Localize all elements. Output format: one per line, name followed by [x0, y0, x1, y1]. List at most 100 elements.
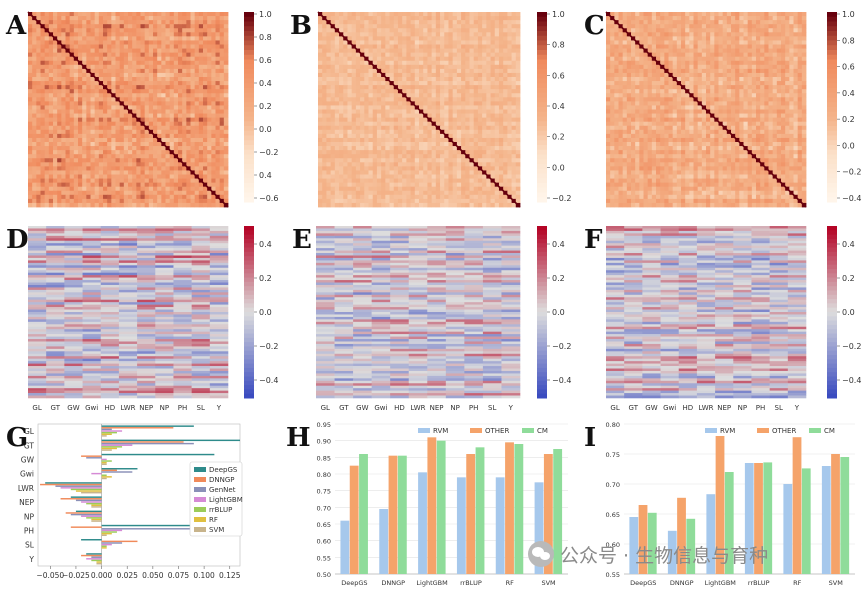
- heatmap-cell: [32, 199, 37, 203]
- heatmap-cell: [124, 97, 129, 101]
- heatmap-cell: [103, 150, 108, 154]
- heatmap-cell: [132, 150, 137, 154]
- heatmap-cell: [53, 195, 58, 199]
- heatmap-cell: [74, 114, 79, 118]
- heatmap-cell: [406, 114, 411, 118]
- heatmap-cell: [49, 81, 54, 85]
- heatmap-cell: [203, 24, 208, 28]
- heatmap-cell: [107, 16, 112, 20]
- heatmap-cell: [53, 24, 58, 28]
- heatmap-cell: [773, 28, 778, 32]
- heatmap-cell: [331, 203, 336, 207]
- heatmap-cell: [36, 130, 41, 134]
- heatmap-cell: [153, 49, 158, 53]
- heatmap-cell: [141, 45, 146, 49]
- heatmap-cell: [681, 32, 686, 36]
- heatmap-cell: [491, 97, 496, 101]
- heatmap-cell: [82, 101, 87, 105]
- heatmap-cell: [136, 150, 141, 154]
- heatmap-cell: [318, 150, 323, 154]
- heatmap-cell: [448, 65, 453, 69]
- colorbar-segment: [537, 12, 547, 17]
- heatmap-cell: [419, 134, 424, 138]
- heatmap-cell: [153, 126, 158, 130]
- heatmap-cell: [364, 105, 369, 109]
- heatmap-cell: [364, 28, 369, 32]
- heatmap-cell: [57, 138, 62, 142]
- heatmap-cell: [512, 81, 517, 85]
- heatmap-cell: [195, 49, 200, 53]
- heatmap-cell: [398, 126, 403, 130]
- heatmap-cell: [423, 105, 428, 109]
- colorbar-segment: [537, 60, 547, 65]
- colorbar-segment: [537, 183, 547, 188]
- heatmap-cell: [61, 61, 66, 65]
- heatmap-cell: [398, 175, 403, 179]
- heatmap-cell: [385, 16, 390, 20]
- heatmap-cell: [145, 77, 150, 81]
- heatmap-cell: [153, 24, 158, 28]
- heatmap-cell: [116, 20, 121, 24]
- heatmap-cell: [486, 36, 491, 40]
- heatmap-cell: [432, 110, 437, 114]
- heatmap-cell: [91, 85, 96, 89]
- heatmap-cell: [103, 154, 108, 158]
- heatmap-cell: [149, 114, 154, 118]
- heatmap-cell: [107, 110, 112, 114]
- heatmap-cell: [91, 166, 96, 170]
- heatmap-cell: [331, 166, 336, 170]
- heatmap-cell: [41, 114, 46, 118]
- heatmap-cell: [41, 85, 46, 89]
- heatmap-cell: [478, 199, 483, 203]
- heatmap-cell: [495, 158, 500, 162]
- heatmap-cell: [491, 154, 496, 158]
- heatmap-cell: [199, 36, 204, 40]
- heatmap-cell: [411, 118, 416, 122]
- heatmap-cell: [182, 195, 187, 199]
- heatmap-cell: [415, 53, 420, 57]
- heatmap-cell: [99, 49, 104, 53]
- heatmap-cell: [436, 191, 441, 195]
- heatmap-cell: [499, 154, 504, 158]
- heatmap-cell: [326, 53, 331, 57]
- heatmap-cell: [170, 134, 175, 138]
- heatmap-cell: [356, 142, 361, 146]
- heatmap-cell: [66, 61, 71, 65]
- heatmap-cell: [41, 179, 46, 183]
- heatmap-cell: [78, 142, 83, 146]
- heatmap-cell: [339, 40, 344, 44]
- heatmap-cell: [639, 32, 644, 36]
- heatmap-cell: [369, 134, 374, 138]
- heatmap-cell: [318, 134, 323, 138]
- heatmap-cell: [343, 154, 348, 158]
- heatmap-cell: [436, 12, 441, 16]
- heatmap-cell: [436, 77, 441, 81]
- heatmap-cell: [495, 49, 500, 53]
- heatmap-cell: [381, 24, 386, 28]
- heatmap-cell: [423, 73, 428, 77]
- heatmap-cell: [339, 170, 344, 174]
- heatmap-cell: [423, 81, 428, 85]
- heatmap-cell: [369, 53, 374, 57]
- heatmap-cell: [49, 85, 54, 89]
- heatmap-cell: [91, 28, 96, 32]
- heatmap-cell: [406, 138, 411, 142]
- heatmap-cell: [111, 191, 116, 195]
- heatmap-cell: [132, 57, 137, 61]
- heatmap-cell: [53, 179, 58, 183]
- heatmap-cell: [318, 122, 323, 126]
- heatmap-cell: [398, 203, 403, 207]
- heatmap-cell: [390, 101, 395, 105]
- heatmap-cell: [120, 36, 125, 40]
- heatmap-cell: [369, 199, 374, 203]
- heatmap-cell: [99, 134, 104, 138]
- heatmap-cell: [157, 61, 162, 65]
- heatmap-cell: [166, 203, 171, 207]
- heatmap-cell: [369, 105, 374, 109]
- heatmap-cell: [186, 73, 191, 77]
- heatmap-cell: [95, 28, 100, 32]
- heatmap-cell: [499, 199, 504, 203]
- heatmap-cell: [352, 138, 357, 142]
- heatmap-cell: [53, 138, 58, 142]
- heatmap-cell: [744, 16, 749, 20]
